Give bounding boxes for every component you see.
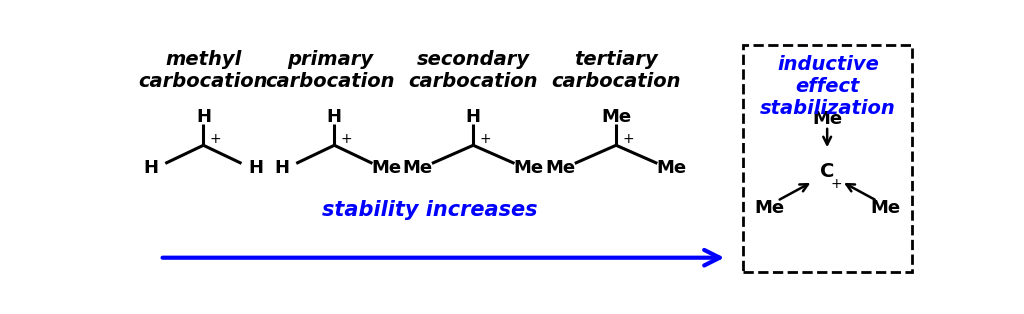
Text: Me: Me xyxy=(754,199,784,217)
Text: H: H xyxy=(248,159,263,177)
Text: H: H xyxy=(143,159,159,177)
Text: +: + xyxy=(479,132,490,146)
Text: Me: Me xyxy=(812,110,842,128)
Text: Me: Me xyxy=(870,199,900,217)
Text: Me: Me xyxy=(601,108,631,127)
Text: tertiary
carbocation: tertiary carbocation xyxy=(551,50,681,91)
Text: Me: Me xyxy=(372,159,401,177)
Text: +: + xyxy=(623,132,634,146)
Text: inductive
effect
stabilization: inductive effect stabilization xyxy=(760,55,896,118)
Text: Me: Me xyxy=(546,159,575,177)
Text: Me: Me xyxy=(656,159,687,177)
Text: +: + xyxy=(340,132,352,146)
FancyBboxPatch shape xyxy=(743,45,912,272)
Text: Me: Me xyxy=(402,159,433,177)
Text: +: + xyxy=(830,177,843,191)
Text: primary
carbocation: primary carbocation xyxy=(265,50,395,91)
Text: H: H xyxy=(196,108,211,127)
Text: H: H xyxy=(327,108,342,127)
Text: H: H xyxy=(274,159,290,177)
Text: C: C xyxy=(820,162,835,181)
Text: +: + xyxy=(210,132,221,146)
Text: H: H xyxy=(466,108,480,127)
Text: stability increases: stability increases xyxy=(322,200,538,220)
Text: methyl
carbocation: methyl carbocation xyxy=(138,50,268,91)
Text: secondary
carbocation: secondary carbocation xyxy=(409,50,538,91)
Text: Me: Me xyxy=(514,159,544,177)
